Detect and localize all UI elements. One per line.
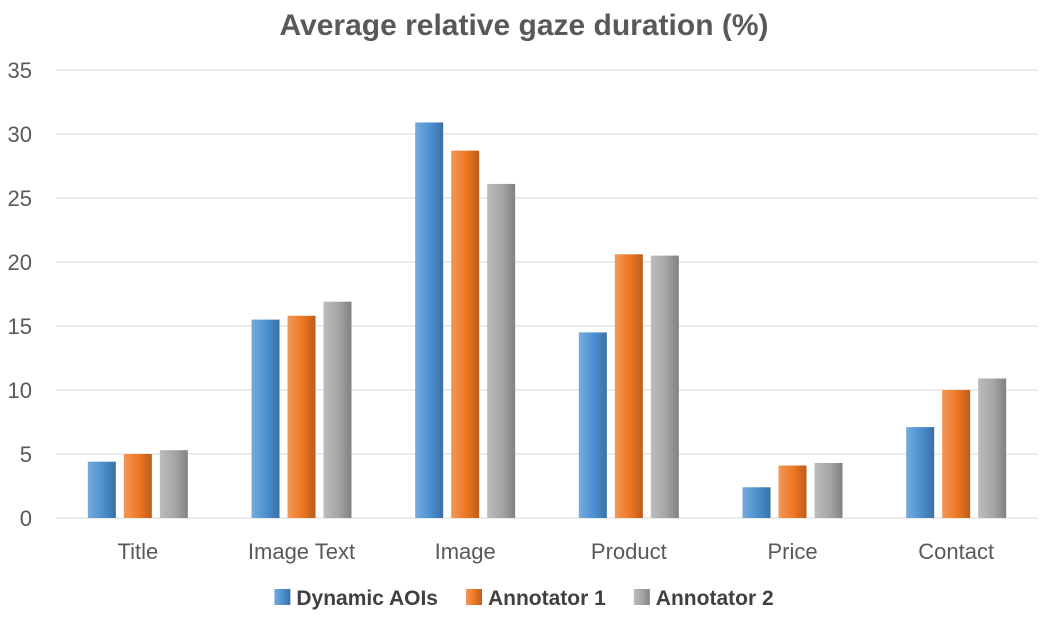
bar-annotator-1-contact bbox=[942, 390, 971, 518]
x-tick-label-price: Price bbox=[767, 539, 817, 564]
y-tick-label-25: 25 bbox=[8, 186, 32, 211]
y-axis-ticks: 0 5 10 15 20 25 30 35 bbox=[8, 58, 32, 531]
bar-annotator-1-image-text bbox=[287, 315, 316, 518]
bar-annotator-1-product bbox=[614, 254, 643, 518]
legend-label-annotator-2: Annotator 2 bbox=[656, 587, 774, 610]
legend-label-annotator-1: Annotator 1 bbox=[488, 587, 606, 610]
y-tick-label-35: 35 bbox=[8, 58, 32, 83]
bar-dynamic-aois-image bbox=[415, 122, 444, 518]
bar-annotator-2-product bbox=[650, 255, 679, 518]
x-tick-label-title: Title bbox=[117, 539, 158, 564]
x-tick-label-image-text: Image Text bbox=[248, 539, 355, 564]
y-tick-label-5: 5 bbox=[20, 442, 32, 467]
y-tick-label-10: 10 bbox=[8, 378, 32, 403]
y-tick-label-15: 15 bbox=[8, 314, 32, 339]
bar-dynamic-aois-image-text bbox=[251, 319, 280, 518]
legend-swatch-annotator-1 bbox=[465, 589, 482, 605]
y-tick-label-20: 20 bbox=[8, 250, 32, 275]
x-tick-label-product: Product bbox=[591, 539, 667, 564]
x-axis-ticks: Title Image Text Image Product Price Contact bbox=[117, 539, 994, 564]
bar-dynamic-aois-product bbox=[578, 332, 607, 518]
bar-dynamic-aois-title bbox=[87, 461, 116, 518]
bars bbox=[87, 122, 1007, 519]
bar-annotator-2-image-text bbox=[323, 301, 352, 518]
x-tick-label-image: Image bbox=[435, 539, 496, 564]
bar-annotator-2-image bbox=[487, 183, 516, 519]
chart-title: Average relative gaze duration (%) bbox=[279, 9, 768, 42]
gridlines bbox=[56, 69, 1038, 519]
bar-annotator-1-image bbox=[451, 150, 480, 518]
y-tick-label-30: 30 bbox=[8, 122, 32, 147]
bar-dynamic-aois-contact bbox=[906, 427, 935, 518]
legend: Dynamic AOIs Annotator 1 Annotator 2 bbox=[274, 587, 774, 610]
bar-annotator-2-contact bbox=[978, 378, 1007, 518]
bar-annotator-2-price bbox=[814, 462, 843, 518]
legend-swatch-annotator-2 bbox=[633, 589, 650, 605]
bar-dynamic-aois-price bbox=[742, 487, 771, 518]
bar-annotator-1-title bbox=[123, 454, 152, 518]
bar-annotator-1-price bbox=[778, 465, 807, 518]
bar-annotator-2-title bbox=[159, 450, 188, 518]
x-tick-label-contact: Contact bbox=[918, 539, 994, 564]
legend-label-dynamic-aois: Dynamic AOIs bbox=[296, 587, 438, 610]
y-tick-label-0: 0 bbox=[20, 506, 32, 531]
legend-swatch-dynamic-aois bbox=[274, 589, 291, 605]
